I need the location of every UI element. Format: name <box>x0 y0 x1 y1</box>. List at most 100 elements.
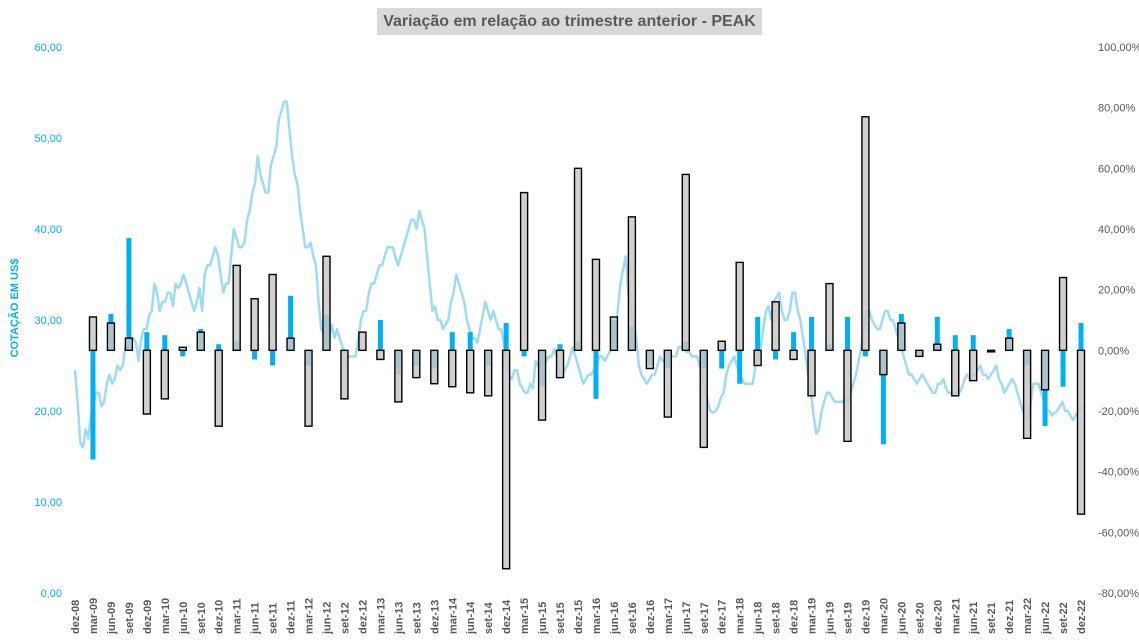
bar-blue <box>467 332 473 351</box>
y-left-tick-label: 50,00 <box>34 133 62 145</box>
x-tick-label: dez-14 <box>501 599 513 634</box>
x-tick-label: set-22 <box>1058 602 1070 634</box>
bar-gray <box>663 349 673 418</box>
y-right-tick-label: 0,00% <box>1098 345 1129 357</box>
bar-gray <box>897 322 906 352</box>
bar-blue <box>216 344 222 351</box>
bar-gray <box>196 331 205 352</box>
bar-gray <box>214 349 223 427</box>
bar-gray <box>681 173 690 352</box>
y-left-tick-label: 20,00 <box>34 406 62 418</box>
bar-gray <box>394 349 403 403</box>
bar-blue <box>791 332 797 351</box>
bar-blue <box>1060 350 1066 387</box>
bar-gray <box>483 349 493 397</box>
bar-gray <box>986 349 996 353</box>
bar-blue <box>449 332 455 351</box>
bar-blue <box>144 332 150 351</box>
bar-blue <box>557 344 563 351</box>
x-tick-label: mar-09 <box>88 598 100 634</box>
x-tick-label: set-19 <box>842 602 854 634</box>
bar-gray <box>699 349 708 449</box>
x-tick-label: jun-18 <box>753 602 765 635</box>
bar-gray <box>178 346 187 352</box>
bar-blue <box>126 238 132 351</box>
y-right-tick-label: 60,00% <box>1098 163 1136 175</box>
x-tick-label: jun-14 <box>465 601 477 635</box>
bar-gray <box>879 349 888 376</box>
bar-blue <box>755 316 761 351</box>
bar-gray <box>322 255 331 352</box>
x-tick-label: set-12 <box>339 602 351 634</box>
bar-gray <box>717 340 726 352</box>
bar-blue <box>377 320 383 351</box>
price-line <box>73 100 1083 449</box>
x-tick-label: mar-15 <box>519 598 531 634</box>
x-tick-label: dez-12 <box>357 600 369 634</box>
bar-gray <box>250 298 259 352</box>
bar-gray <box>430 349 439 385</box>
bar-blue <box>737 350 743 384</box>
x-tick-label: dez-22 <box>1076 600 1088 634</box>
bar-gray <box>1004 337 1014 352</box>
x-tick-label: jun-19 <box>825 602 837 635</box>
x-tick-label: dez-17 <box>717 600 729 634</box>
bar-gray <box>501 349 511 570</box>
x-tick-label: dez-19 <box>860 600 872 634</box>
x-tick-label: set-18 <box>771 602 783 634</box>
bar-blue <box>809 316 815 351</box>
x-tick-label: set-14 <box>483 601 495 634</box>
x-tick-label: mar-17 <box>663 598 675 634</box>
x-tick-label: dez-15 <box>573 600 585 634</box>
bar-blue <box>880 350 886 445</box>
x-tick-label: set-13 <box>411 602 423 634</box>
bar-blue <box>719 350 725 369</box>
bar-gray <box>933 343 942 352</box>
x-tick-label: mar-20 <box>878 598 890 634</box>
x-tick-label: mar-22 <box>1022 598 1034 634</box>
bar-blue <box>90 350 96 460</box>
bar-gray <box>1076 349 1086 515</box>
bar-gray <box>915 349 924 358</box>
bar-gray <box>358 331 367 352</box>
x-tick-label: dez-11 <box>286 600 298 634</box>
x-tick-label: set-17 <box>699 602 711 634</box>
bar-gray <box>1022 349 1032 440</box>
x-tick-label: jun-10 <box>178 602 190 635</box>
x-tick-label: jun-15 <box>537 602 549 635</box>
x-tick-label: dez-09 <box>142 600 154 634</box>
bar-gray <box>969 349 978 382</box>
bar-gray <box>1058 276 1068 352</box>
x-tick-label: dez-21 <box>1004 600 1016 634</box>
y-left-tick-label: 0,00 <box>41 588 62 600</box>
bar-gray <box>537 349 547 421</box>
x-tick-label: jun-12 <box>322 602 334 635</box>
bar-gray <box>412 349 421 379</box>
y-right-tick-label: 80,00% <box>1098 103 1136 115</box>
x-tick-label: mar-10 <box>160 598 172 634</box>
x-tick-label: dez-20 <box>932 600 944 634</box>
x-tick-label: dez-16 <box>645 600 657 634</box>
bar-gray <box>466 349 475 394</box>
bar-gray <box>160 349 170 400</box>
x-tick-label: jun-20 <box>896 602 908 635</box>
bar-blue <box>844 316 850 351</box>
x-tick-label: jun-16 <box>609 602 621 635</box>
bar-blue <box>270 350 276 366</box>
bar-gray <box>789 349 798 361</box>
y-left-tick-label: 10,00 <box>34 497 62 509</box>
y-right-tick-label: -40,00% <box>1098 467 1139 479</box>
bar-gray <box>448 349 457 388</box>
bar-gray <box>555 349 565 379</box>
bar-gray <box>591 258 601 352</box>
bar-gray <box>735 261 744 352</box>
x-tick-label: mar-19 <box>807 598 819 634</box>
x-tick-label: dez-18 <box>789 600 801 634</box>
y-left-tick-label: 60,00 <box>34 42 62 54</box>
bar-gray <box>124 337 134 352</box>
bar-gray <box>519 191 529 352</box>
x-tick-label: jun-22 <box>1040 602 1052 635</box>
x-tick-label: dez-13 <box>429 600 441 634</box>
x-tick-label: jun-11 <box>250 602 262 635</box>
